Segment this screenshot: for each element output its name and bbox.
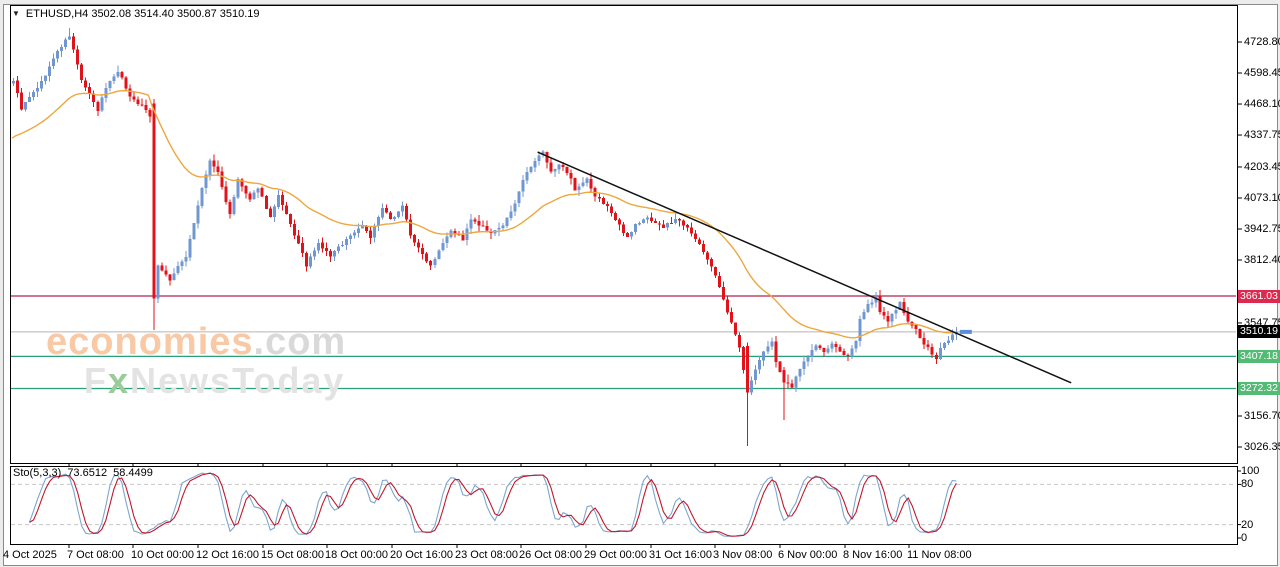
price-tag-3661.03: 3661.03 bbox=[1238, 289, 1280, 303]
stochastic-axis-label: 20 bbox=[1241, 518, 1254, 531]
stochastic-axis-label: 100 bbox=[1241, 465, 1260, 477]
time-axis-label: 15 Oct 08:00 bbox=[261, 549, 324, 561]
price-axis-label: 4598.45 bbox=[1244, 67, 1280, 79]
price-axis-label: 3812.40 bbox=[1244, 254, 1280, 266]
price-axis-label: 3156.70 bbox=[1244, 409, 1280, 422]
price-tag-3510.19: 3510.19 bbox=[1238, 325, 1280, 339]
time-axis-label: 4 Oct 2025 bbox=[3, 549, 57, 561]
stochastic-d-value: 58.4499 bbox=[113, 467, 153, 479]
price-axis-label: 4203.45 bbox=[1244, 160, 1280, 173]
stochastic-k-value: 73.6512 bbox=[67, 467, 108, 479]
time-axis-label: 20 Oct 16:00 bbox=[390, 549, 453, 561]
time-axis-label: 10 Oct 00:00 bbox=[131, 549, 194, 561]
time-axis-label: 18 Oct 00:00 bbox=[325, 549, 388, 561]
time-axis-label: 6 Nov 00:00 bbox=[778, 549, 838, 561]
time-axis-label: 31 Oct 16:00 bbox=[649, 549, 712, 561]
price-axis-label: 4073.10 bbox=[1244, 191, 1280, 204]
price-tag-3407.18: 3407.18 bbox=[1238, 349, 1280, 363]
time-axis-label: 7 Oct 08:00 bbox=[67, 549, 124, 561]
price-axis-label: 3026.35 bbox=[1244, 441, 1280, 453]
price-axis-label: 4728.80 bbox=[1244, 36, 1280, 48]
price-axis-label: 3942.75 bbox=[1244, 222, 1280, 235]
stochastic-axis-label: 80 bbox=[1241, 478, 1254, 491]
symbol-quote-text: ETHUSD,H4 3502.08 3514.40 3500.87 3510.1… bbox=[25, 8, 260, 20]
time-axis-label: 23 Oct 08:00 bbox=[455, 549, 518, 561]
chevron-down-icon[interactable]: ▼ bbox=[12, 9, 20, 18]
price-tag-3272.32: 3272.32 bbox=[1238, 381, 1280, 395]
time-axis-label: 26 Oct 08:00 bbox=[519, 549, 582, 561]
time-axis-label: 29 Oct 00:00 bbox=[584, 549, 647, 561]
price-axis-label: 4337.75 bbox=[1244, 129, 1280, 142]
time-axis-label: 11 Nov 08:00 bbox=[907, 549, 972, 561]
time-axis-label: 3 Nov 08:00 bbox=[713, 549, 773, 561]
time-axis-label: 12 Oct 16:00 bbox=[196, 549, 259, 561]
stochastic-label: Sto(5,3,3) bbox=[13, 467, 62, 479]
stochastic-axis-label: 0 bbox=[1241, 532, 1248, 544]
symbol-header[interactable]: ▼ ETHUSD,H4 3502.08 3514.40 3500.87 3510.… bbox=[12, 8, 260, 20]
price-axis-label: 4468.10 bbox=[1244, 98, 1280, 111]
time-axis-label: 8 Nov 16:00 bbox=[843, 549, 903, 561]
stochastic-header: Sto(5,3,3) 73.6512 58.4499 bbox=[13, 467, 159, 479]
